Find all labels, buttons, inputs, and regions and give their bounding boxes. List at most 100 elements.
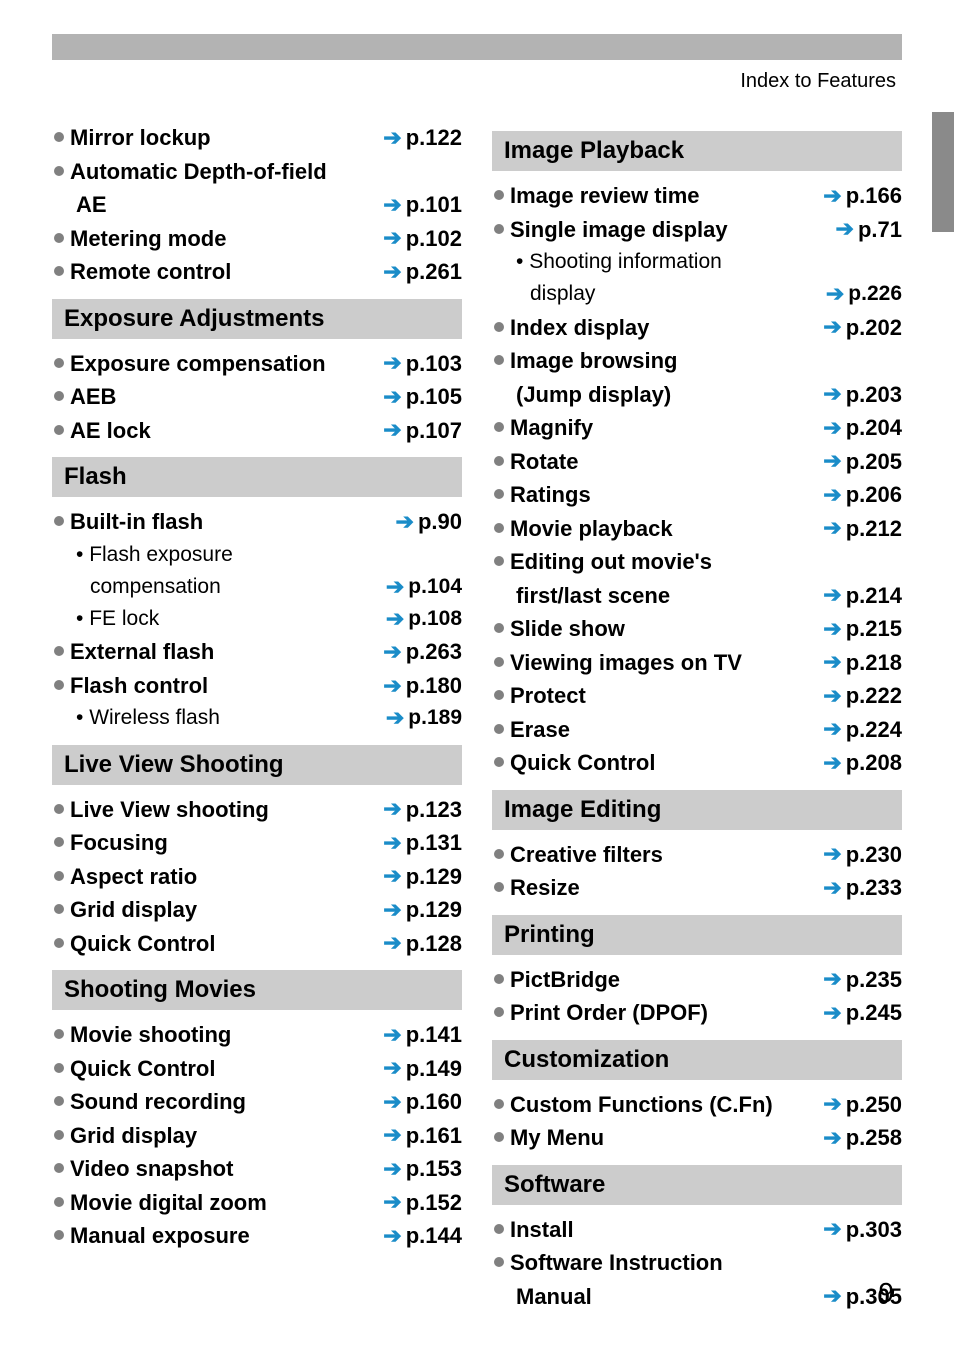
page-reference[interactable]: ➔p.101: [383, 191, 462, 219]
arrow-icon: ➔: [823, 1127, 841, 1149]
bullet-icon: [54, 837, 64, 847]
bullet-icon: [54, 425, 64, 435]
page-reference[interactable]: ➔p.212: [823, 515, 902, 543]
page-reference[interactable]: ➔p.303: [823, 1216, 902, 1244]
entry-label: Movie shooting: [54, 1021, 383, 1049]
arrow-icon: ➔: [836, 218, 854, 240]
entry-label: Shooting information: [494, 249, 902, 275]
entry-label: Remote control: [54, 258, 383, 286]
page-reference[interactable]: ➔p.122: [383, 124, 462, 152]
bullet-icon: [494, 1224, 504, 1234]
page-reference[interactable]: ➔p.203: [823, 381, 902, 409]
index-entry: compensation➔p.104: [52, 571, 462, 603]
arrow-icon: ➔: [396, 511, 414, 533]
page-reference[interactable]: ➔p.205: [823, 448, 902, 476]
index-entry: (Jump display)➔p.203: [492, 378, 902, 412]
index-entry: Image browsing: [492, 344, 902, 378]
page-reference[interactable]: ➔p.204: [823, 414, 902, 442]
page-reference[interactable]: ➔p.235: [823, 966, 902, 994]
page-reference[interactable]: ➔p.258: [823, 1124, 902, 1152]
page-reference[interactable]: ➔p.141: [383, 1021, 462, 1049]
page-reference[interactable]: ➔p.102: [383, 225, 462, 253]
page-reference[interactable]: ➔p.71: [836, 216, 902, 244]
entry-label: Slide show: [494, 615, 823, 643]
index-entry: Editing out movie's: [492, 545, 902, 579]
page-reference[interactable]: ➔p.129: [383, 863, 462, 891]
page-reference[interactable]: ➔p.202: [823, 314, 902, 342]
bullet-icon: [54, 516, 64, 526]
page-reference[interactable]: ➔p.123: [383, 796, 462, 824]
page-number-ref: p.261: [406, 258, 462, 286]
entry-label: Automatic Depth-of-field: [54, 158, 462, 186]
page-number: 9: [878, 1277, 894, 1309]
index-entry: Install➔p.303: [492, 1213, 902, 1247]
entry-label: Exposure compensation: [54, 350, 383, 378]
page-reference[interactable]: ➔p.131: [383, 829, 462, 857]
bullet-icon: [494, 757, 504, 767]
arrow-icon: ➔: [823, 484, 841, 506]
index-entry: display➔p.226: [492, 278, 902, 310]
page-reference[interactable]: ➔p.215: [823, 615, 902, 643]
page-reference[interactable]: ➔p.224: [823, 716, 902, 744]
index-entry: AE➔p.101: [52, 188, 462, 222]
entry-label: Aspect ratio: [54, 863, 383, 891]
left-column: Mirror lockup➔p.122Automatic Depth-of-fi…: [52, 121, 462, 1313]
entry-label: Editing out movie's: [494, 548, 902, 576]
page-reference[interactable]: ➔p.166: [823, 182, 902, 210]
page-number-ref: p.226: [848, 281, 902, 307]
page-reference[interactable]: ➔p.107: [383, 417, 462, 445]
page-reference[interactable]: ➔p.103: [383, 350, 462, 378]
page-reference[interactable]: ➔p.104: [386, 574, 462, 600]
page-reference[interactable]: ➔p.129: [383, 896, 462, 924]
page-reference[interactable]: ➔p.226: [826, 281, 902, 307]
bullet-icon: [54, 132, 64, 142]
page-reference[interactable]: ➔p.153: [383, 1155, 462, 1183]
page-number-ref: p.235: [846, 966, 902, 994]
page-reference[interactable]: ➔p.263: [383, 638, 462, 666]
page-number-ref: p.303: [846, 1216, 902, 1244]
page-reference[interactable]: ➔p.161: [383, 1122, 462, 1150]
bullet-icon: [54, 1230, 64, 1240]
page-reference[interactable]: ➔p.189: [386, 705, 462, 731]
page-number-ref: p.104: [408, 574, 462, 600]
bullet-icon: [494, 456, 504, 466]
page-reference[interactable]: ➔p.180: [383, 672, 462, 700]
page-reference[interactable]: ➔p.208: [823, 749, 902, 777]
index-entry: Movie playback➔p.212: [492, 512, 902, 546]
page-reference[interactable]: ➔p.245: [823, 999, 902, 1027]
page-reference[interactable]: ➔p.108: [386, 606, 462, 632]
page-reference[interactable]: ➔p.214: [823, 582, 902, 610]
page-reference[interactable]: ➔p.233: [823, 874, 902, 902]
page-reference[interactable]: ➔p.218: [823, 649, 902, 677]
page-reference[interactable]: ➔p.144: [383, 1222, 462, 1250]
section-heading: Printing: [492, 915, 902, 955]
bullet-icon: [494, 422, 504, 432]
arrow-icon: ➔: [823, 843, 841, 865]
entry-label: Magnify: [494, 414, 823, 442]
bullet-icon: [494, 1257, 504, 1267]
arrow-icon: ➔: [383, 641, 401, 663]
page-reference[interactable]: ➔p.230: [823, 841, 902, 869]
page-reference[interactable]: ➔p.128: [383, 930, 462, 958]
bullet-icon: [494, 1132, 504, 1142]
index-entry: Quick Control➔p.208: [492, 746, 902, 780]
arrow-icon: ➔: [383, 1057, 401, 1079]
arrow-icon: ➔: [383, 899, 401, 921]
page-reference[interactable]: ➔p.160: [383, 1088, 462, 1116]
page-number-ref: p.215: [846, 615, 902, 643]
page-number-ref: p.233: [846, 874, 902, 902]
page-reference[interactable]: ➔p.250: [823, 1091, 902, 1119]
page-reference[interactable]: ➔p.90: [396, 508, 462, 536]
entry-label: (Jump display): [494, 381, 823, 409]
page-reference[interactable]: ➔p.222: [823, 682, 902, 710]
page-reference[interactable]: ➔p.261: [383, 258, 462, 286]
page-reference[interactable]: ➔p.105: [383, 383, 462, 411]
page-reference[interactable]: ➔p.149: [383, 1055, 462, 1083]
arrow-icon: ➔: [383, 194, 401, 216]
page-reference[interactable]: ➔p.152: [383, 1189, 462, 1217]
page-number-ref: p.102: [406, 225, 462, 253]
entry-label: Quick Control: [494, 749, 823, 777]
entry-label: Install: [494, 1216, 823, 1244]
index-entry: Magnify➔p.204: [492, 411, 902, 445]
page-reference[interactable]: ➔p.206: [823, 481, 902, 509]
